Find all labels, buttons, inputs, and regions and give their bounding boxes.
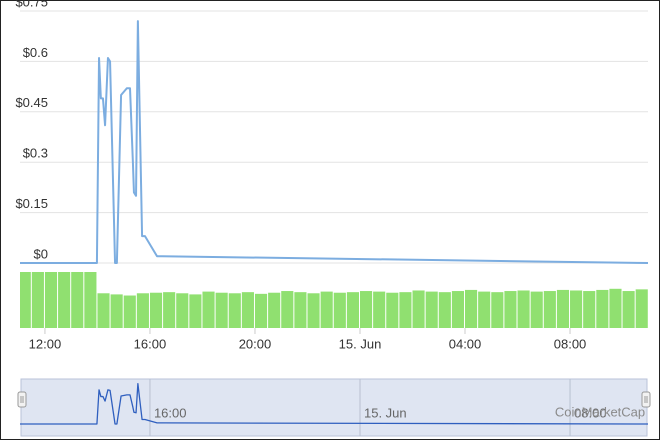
navigator-line [20,383,649,425]
volume-bar [478,291,491,328]
volume-bar [622,291,635,328]
volume-bar [241,292,254,328]
volume-bar [465,289,478,328]
y-tick-label: $0.45 [15,95,48,110]
navigator-tick-label: 08:00 [574,405,607,420]
y-tick-label: $0.15 [15,196,48,211]
volume-bar [320,291,333,328]
volume-bar [635,289,648,328]
volume-bar [294,292,307,328]
y-tick-label: $0.75 [15,0,48,9]
volume-bar [451,291,465,328]
y-tick-label: $0 [34,246,48,261]
volume-bar [97,293,110,328]
x-tick-label: 04:00 [449,336,482,351]
volume-bar [31,272,44,328]
volume-bar [491,292,504,328]
x-tick-label: 15. Jun [339,336,382,351]
volume-bar [517,290,530,328]
navigator-tick-label: 15. Jun [364,405,407,420]
volume-bar [268,292,281,328]
x-tick-label: 20:00 [239,336,272,351]
volume-bar [228,293,241,328]
volume-bar [543,291,556,328]
volume-bar [189,294,202,328]
volume-bar [570,290,583,328]
volume-bar [438,292,451,328]
volume-bar [215,292,228,328]
navigator-handle [641,391,651,408]
volume-bar [399,292,412,328]
x-tick-label: 12:00 [29,336,62,351]
volume-bar [386,292,399,328]
volume-bars [20,272,648,328]
price-line [20,20,649,264]
volume-bar [373,291,386,328]
volume-bar [504,291,517,328]
volume-bar [20,272,31,328]
volume-bar [163,292,176,328]
volume-bar [149,292,163,328]
volume-bar [530,291,543,328]
navigator-handle [17,391,27,408]
volume-bar [333,292,346,328]
y-tick-label: $0.3 [23,146,48,161]
volume-bar [307,293,320,328]
y-tick-label: $0.6 [23,45,48,60]
volume-bar [412,290,425,328]
volume-bar [58,272,71,328]
x-tick-label: 08:00 [554,336,587,351]
volume-bar [609,288,622,328]
volume-bar [346,292,359,328]
volume-bar [583,291,596,328]
volume-bar [556,289,570,328]
volume-bar [202,291,215,328]
volume-bar [425,291,438,328]
volume-bar [596,289,609,328]
volume-bar [359,291,373,328]
volume-bar [84,272,97,328]
navigator-tick-label: 16:00 [154,405,187,420]
volume-bar [136,293,149,328]
volume-bar [110,294,123,328]
watermark: CoinMarketCap [555,404,645,419]
x-tick-label: 16:00 [134,336,167,351]
volume-bar [281,291,294,328]
volume-bar [71,272,84,328]
volume-bar [123,295,136,328]
navigator-window [20,378,648,437]
volume-bar [254,293,268,328]
volume-bar [44,272,58,328]
volume-bar [176,293,189,328]
